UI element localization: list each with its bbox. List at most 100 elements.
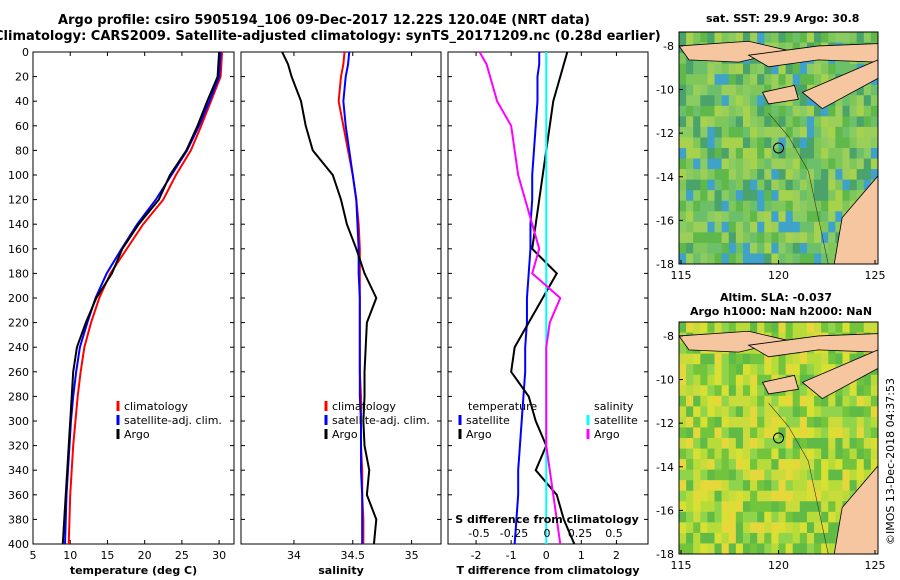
top-map-cell	[700, 74, 708, 86]
top-map-cell	[806, 242, 815, 254]
legend-entry: satellite-adj. clim.	[332, 414, 430, 427]
top-map-cell	[778, 200, 787, 212]
top-map-cell	[799, 190, 808, 202]
bottom-map-cell	[686, 490, 694, 502]
y-tick-label: 280	[8, 390, 29, 403]
bottom-map-cell	[778, 448, 787, 460]
x-tick-label: 5	[30, 549, 37, 562]
bottom-map-cell	[778, 543, 787, 555]
bottom-map-cell	[842, 438, 851, 450]
top-map-cell	[764, 242, 772, 254]
bottom-map-cell	[814, 406, 822, 418]
bottom-map-cell	[828, 490, 836, 502]
bottom-map-cell	[785, 501, 794, 513]
top-map-cell	[821, 137, 829, 149]
top-map-cell	[806, 116, 815, 128]
bottom-map-cell	[842, 490, 851, 502]
bottom-map-cell	[806, 543, 815, 555]
bottom-map-cell	[771, 480, 779, 492]
top-map-cell	[821, 232, 829, 244]
bottom-argo-location-marker	[773, 432, 784, 444]
bottom-map-cell	[693, 543, 701, 555]
bottom-map-cell	[785, 322, 794, 334]
top-map-cell	[799, 148, 808, 160]
bottom-map-cell	[814, 459, 822, 471]
bottom-map-cell	[842, 480, 851, 492]
top-y-tick-label: -12	[656, 127, 674, 140]
bottom-map-cell	[821, 364, 829, 376]
top-map-cell	[806, 74, 815, 86]
bottom-y-tick-label: -16	[656, 504, 674, 517]
top-map-cell	[728, 74, 737, 86]
bottom-map-cell	[863, 438, 872, 450]
top-map-cell	[700, 242, 708, 254]
bottom-map-cell	[707, 480, 716, 492]
bottom-map-cell	[835, 427, 843, 439]
top-map-cell	[792, 179, 801, 191]
top-map-cell	[828, 200, 836, 212]
bottom-map-cell	[835, 385, 843, 397]
top-map-cell	[742, 126, 751, 138]
bottom-map-cell	[856, 385, 865, 397]
top-map-cell	[778, 148, 787, 160]
bottom-map-cell	[849, 459, 858, 471]
bottom-map-cell	[679, 353, 687, 365]
top-map-cell	[792, 42, 801, 54]
bottom-map-cell	[707, 490, 716, 502]
bottom-map-cell	[799, 395, 808, 407]
bottom-map-cell	[771, 438, 779, 450]
legend-entry: Argo	[124, 428, 150, 441]
bottom-map-cell	[799, 416, 808, 428]
bottom-map-cell	[728, 395, 737, 407]
bottom-map-cell	[735, 459, 744, 471]
top-map-cell	[771, 148, 779, 160]
top-map-cell	[721, 221, 730, 233]
top-map-cell	[785, 74, 794, 86]
top-map-cell	[771, 221, 779, 233]
top-map-cell	[764, 126, 772, 138]
bottom-map-cell	[693, 416, 701, 428]
bottom-map-cell	[757, 406, 765, 418]
top-map-cell	[806, 126, 815, 138]
bottom-map-cell	[686, 459, 694, 471]
top-map-cell	[735, 221, 744, 233]
bottom-map-cell	[693, 322, 701, 334]
bottom-map-cell	[728, 364, 737, 376]
top-map-cell	[750, 95, 758, 107]
top-map-cell	[792, 95, 801, 107]
top-map-cell	[679, 53, 687, 65]
bottom-map-cell	[849, 427, 858, 439]
bottom-map-cell	[764, 416, 772, 428]
bottom-map-cell	[714, 353, 723, 365]
bottom-map-cell	[750, 448, 758, 460]
top-map-cell	[686, 126, 694, 138]
top-map-cell	[714, 242, 723, 254]
bottom-x-tick-label: 120	[768, 559, 789, 572]
top-map-cell	[679, 137, 687, 149]
bottom-map-cell	[814, 438, 822, 450]
bottom-map-cell	[849, 322, 858, 334]
bottom-map-cell	[799, 459, 808, 471]
top-map-cell	[693, 169, 701, 181]
top-map-cell	[870, 148, 879, 160]
top-map-cell	[771, 158, 779, 170]
bottom-map-cell	[721, 438, 730, 450]
bottom-map-cell	[750, 469, 758, 481]
top-map-cell	[835, 179, 843, 191]
top-map-cell	[806, 200, 815, 212]
top-map-cell	[700, 84, 708, 96]
bottom-map-cell	[707, 385, 716, 397]
top-map-cell	[792, 221, 801, 233]
top-map-cell	[863, 95, 872, 107]
bottom-map-cell	[792, 522, 801, 534]
bottom-map-cell	[785, 427, 794, 439]
bottom-map-cell	[750, 364, 758, 376]
bottom-map-cell	[679, 469, 687, 481]
series-line-argo	[281, 51, 378, 545]
bottom-map-cell	[679, 395, 687, 407]
top-map-cell	[828, 221, 836, 233]
top-map-cell	[856, 158, 865, 170]
y-tick-label: 100	[8, 169, 29, 182]
top-map-cell	[693, 137, 701, 149]
bottom-map-cell	[806, 385, 815, 397]
